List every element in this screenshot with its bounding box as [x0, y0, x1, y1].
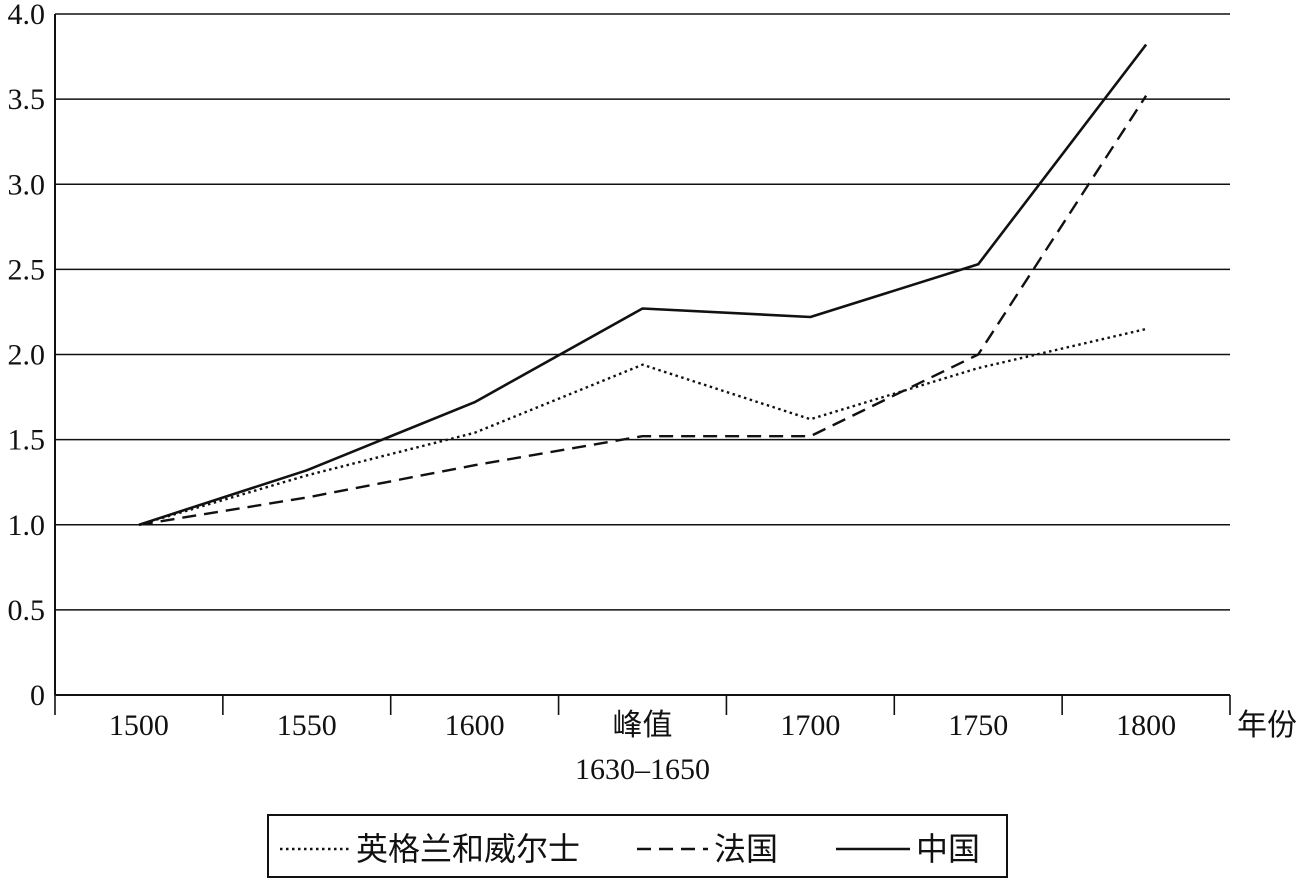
- series-line-1: [138, 95, 1148, 526]
- x-tick-label: 1500: [109, 709, 169, 742]
- x-tick-label: 1700: [780, 709, 840, 742]
- y-tick-label: 1.5: [8, 424, 46, 457]
- y-tick-label: 0.5: [8, 594, 46, 627]
- y-tick-label: 4.0: [8, 0, 46, 31]
- legend-label: 英格兰和威尔士: [356, 831, 580, 867]
- legend-label: 中国: [916, 831, 980, 867]
- x-tick-label: 峰值 1630–1650: [575, 709, 710, 786]
- x-tick-label: 1550: [277, 709, 337, 742]
- y-tick-label: 1.0: [8, 509, 46, 542]
- series-line-2: [138, 43, 1148, 527]
- y-tick-label: 3.0: [8, 168, 46, 201]
- y-tick-label: 2.0: [8, 339, 46, 372]
- legend-label: 法国: [714, 831, 778, 867]
- x-axis-unit-label: 年份: [1237, 709, 1297, 742]
- series-line-0: [138, 327, 1147, 526]
- y-tick-label: 2.5: [8, 253, 46, 286]
- x-tick-label: 1600: [445, 709, 505, 742]
- x-tick-label: 1750: [948, 709, 1008, 742]
- y-tick-label: 3.5: [8, 83, 46, 116]
- x-tick-label: 1800: [1116, 709, 1176, 742]
- y-tick-label: 0: [30, 679, 45, 712]
- legend-box: [267, 814, 1008, 878]
